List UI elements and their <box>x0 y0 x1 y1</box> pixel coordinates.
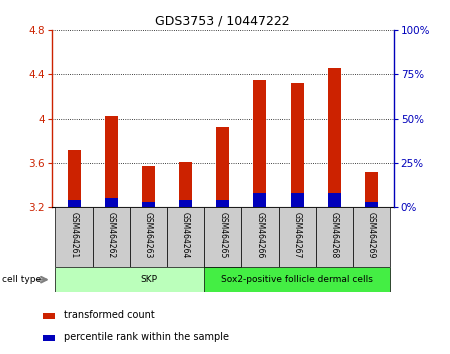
Bar <box>105 116 118 207</box>
Text: cell type: cell type <box>2 275 41 284</box>
Text: GSM464261: GSM464261 <box>70 212 79 258</box>
Bar <box>316 207 353 267</box>
Bar <box>353 207 390 267</box>
Bar <box>204 267 390 292</box>
Title: GDS3753 / 10447222: GDS3753 / 10447222 <box>155 15 290 28</box>
Bar <box>93 207 130 267</box>
Bar <box>328 68 341 207</box>
Bar <box>291 193 304 207</box>
Bar <box>328 193 341 207</box>
Bar <box>130 207 167 267</box>
Text: GSM464262: GSM464262 <box>107 212 116 258</box>
Text: Sox2-positive follicle dermal cells: Sox2-positive follicle dermal cells <box>221 275 373 284</box>
Text: GSM464267: GSM464267 <box>292 212 302 258</box>
Bar <box>142 202 155 207</box>
Bar <box>365 172 378 207</box>
Bar <box>105 198 118 207</box>
Text: GSM464266: GSM464266 <box>256 212 265 258</box>
Bar <box>43 335 55 341</box>
Bar <box>216 127 229 207</box>
Bar <box>279 207 316 267</box>
Bar <box>68 149 81 207</box>
Bar <box>43 313 55 319</box>
Text: percentile rank within the sample: percentile rank within the sample <box>64 332 229 342</box>
Bar <box>142 166 155 207</box>
Bar <box>55 267 241 292</box>
Text: transformed count: transformed count <box>64 310 154 320</box>
Text: GSM464269: GSM464269 <box>367 212 376 258</box>
Text: GSM464268: GSM464268 <box>330 212 339 258</box>
Bar <box>216 200 229 207</box>
Bar <box>291 83 304 207</box>
Bar <box>241 207 279 267</box>
Bar <box>253 80 266 207</box>
Text: GSM464264: GSM464264 <box>181 212 190 258</box>
Bar <box>179 200 192 207</box>
Bar <box>55 207 93 267</box>
Text: GSM464265: GSM464265 <box>218 212 227 258</box>
Bar <box>253 193 266 207</box>
Bar <box>204 207 241 267</box>
Text: GSM464263: GSM464263 <box>144 212 153 258</box>
Text: SKP: SKP <box>140 275 157 284</box>
Bar <box>167 207 204 267</box>
Bar <box>68 200 81 207</box>
Bar <box>365 202 378 207</box>
Bar <box>179 162 192 207</box>
